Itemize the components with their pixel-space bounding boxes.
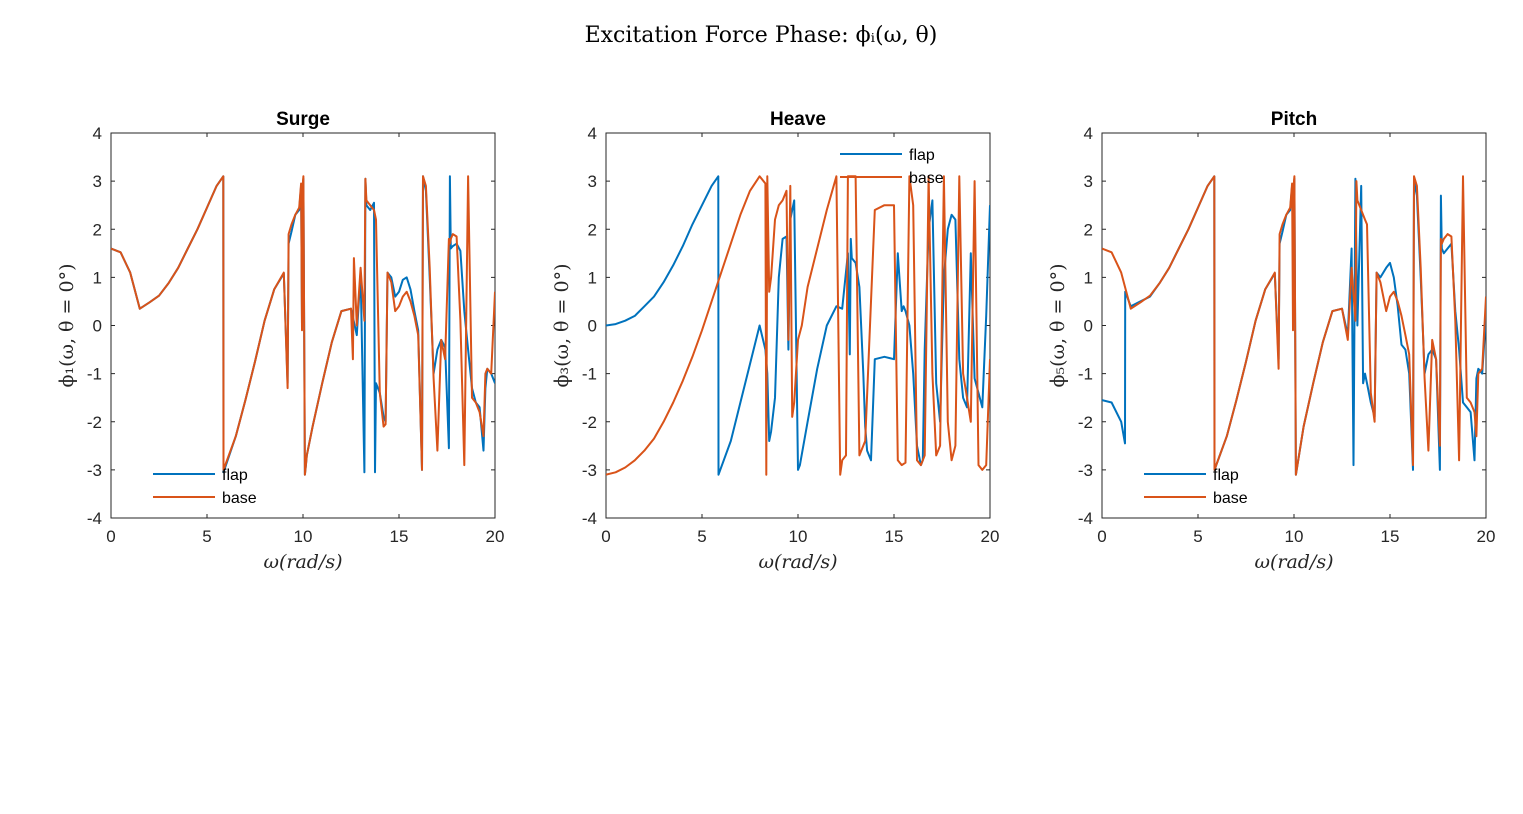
axes-title: Heave [770, 109, 826, 130]
x-tick-label: 0 [601, 527, 610, 546]
x-tick-label: 5 [202, 527, 211, 546]
legend: flap base [840, 147, 944, 187]
y-tick-label: -1 [87, 365, 102, 384]
series-line-base [111, 175, 495, 476]
x-tick-label: 5 [697, 527, 706, 546]
x-tick-label: 20 [486, 527, 505, 546]
legend-label-flap: flap [909, 147, 935, 164]
y-tick-label: -4 [87, 509, 102, 528]
legend: flap base [1144, 467, 1248, 507]
legend: flap base [153, 467, 257, 507]
y-tick-label: 0 [1084, 317, 1093, 336]
y-tick-label: -4 [1078, 509, 1093, 528]
x-tick-label: 5 [1193, 527, 1202, 546]
series-line-base [1102, 175, 1486, 476]
legend-label-base: base [1213, 490, 1248, 507]
x-tick-label: 15 [1381, 527, 1400, 546]
figure-title: Excitation Force Phase: ϕᵢ(ω, θ) [585, 23, 938, 48]
y-tick-label: 3 [1084, 172, 1093, 191]
axes-title: Pitch [1271, 109, 1317, 130]
x-tick-label: 10 [789, 527, 808, 546]
y-tick-label: -1 [1078, 365, 1093, 384]
axes-heave: 0 5 10 15 20 -4 -3 -2 -1 0 1 2 3 4 Heave ω(rad/s) ϕ₃(ω, … [551, 109, 999, 573]
legend-label-base: base [909, 170, 944, 187]
x-tick-label: 15 [885, 527, 904, 546]
x-axis-label: ω(rad/s) [263, 551, 342, 573]
y-tick-label: -3 [87, 461, 102, 480]
x-tick-label: 10 [1285, 527, 1304, 546]
y-tick-label: 2 [1084, 220, 1093, 239]
y-tick-label: 1 [1084, 268, 1093, 287]
y-tick-label: 0 [93, 317, 102, 336]
y-tick-label: 4 [588, 124, 597, 143]
y-tick-label: -3 [582, 461, 597, 480]
y-tick-label: 3 [93, 172, 102, 191]
y-tick-label: -1 [582, 365, 597, 384]
x-tick-label: 15 [390, 527, 409, 546]
axes-title: Surge [276, 109, 330, 130]
y-tick-label: 3 [588, 172, 597, 191]
y-axis-label: ϕ₅(ω, θ = 0°) [1047, 264, 1069, 388]
x-tick-label: 10 [294, 527, 313, 546]
x-tick-label: 20 [981, 527, 1000, 546]
x-tick-label: 0 [1097, 527, 1106, 546]
legend-label-flap: flap [1213, 467, 1239, 484]
x-axis-label: ω(rad/s) [758, 551, 837, 573]
y-tick-label: 2 [93, 220, 102, 239]
y-tick-label: -3 [1078, 461, 1093, 480]
y-tick-label: 4 [1084, 124, 1093, 143]
axes-pitch: 0 5 10 15 20 -4 -3 -2 -1 0 1 2 3 4 Pitch ω(rad/s) ϕ₅(ω, … [1047, 109, 1495, 573]
y-axis-label: ϕ₃(ω, θ = 0°) [551, 264, 573, 388]
y-axis-label: ϕ₁(ω, θ = 0°) [56, 264, 78, 388]
y-tick-label: 1 [588, 268, 597, 287]
y-tick-label: 1 [93, 268, 102, 287]
y-tick-label: 0 [588, 317, 597, 336]
x-axis-label: ω(rad/s) [1254, 551, 1333, 573]
legend-label-base: base [222, 490, 257, 507]
y-tick-label: -2 [87, 413, 102, 432]
y-tick-label: 2 [588, 220, 597, 239]
y-tick-label: -2 [1078, 413, 1093, 432]
x-tick-label: 20 [1477, 527, 1496, 546]
y-tick-label: 4 [93, 124, 102, 143]
y-tick-label: -2 [582, 413, 597, 432]
x-tick-label: 0 [106, 527, 115, 546]
axes-surge: 0 5 10 15 20 -4 -3 -2 -1 0 1 2 3 4 Surge ω(rad/s) ϕ₁(ω, … [56, 109, 504, 573]
series-line-base [606, 175, 990, 476]
legend-label-flap: flap [222, 467, 248, 484]
y-tick-label: -4 [582, 509, 597, 528]
